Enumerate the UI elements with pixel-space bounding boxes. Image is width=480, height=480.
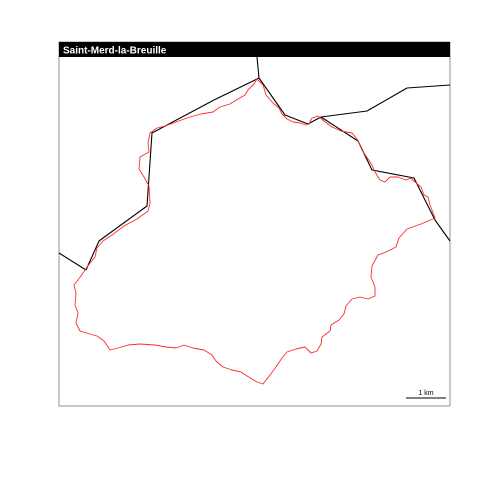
neighbor-boundary-center — [258, 77, 451, 242]
commune-boundary — [73, 78, 436, 385]
title-bar — [59, 42, 450, 57]
scale-bar: 1 km — [406, 390, 446, 399]
map-title: Saint-Merd-la-Breuille — [63, 46, 167, 57]
neighbor-boundaries — [58, 56, 451, 271]
neighbor-boundary-northeast — [320, 84, 451, 118]
scale-bar-label: 1 km — [418, 390, 433, 397]
neighbor-boundary-west — [58, 252, 87, 271]
neighbor-boundary-north — [85, 56, 260, 271]
